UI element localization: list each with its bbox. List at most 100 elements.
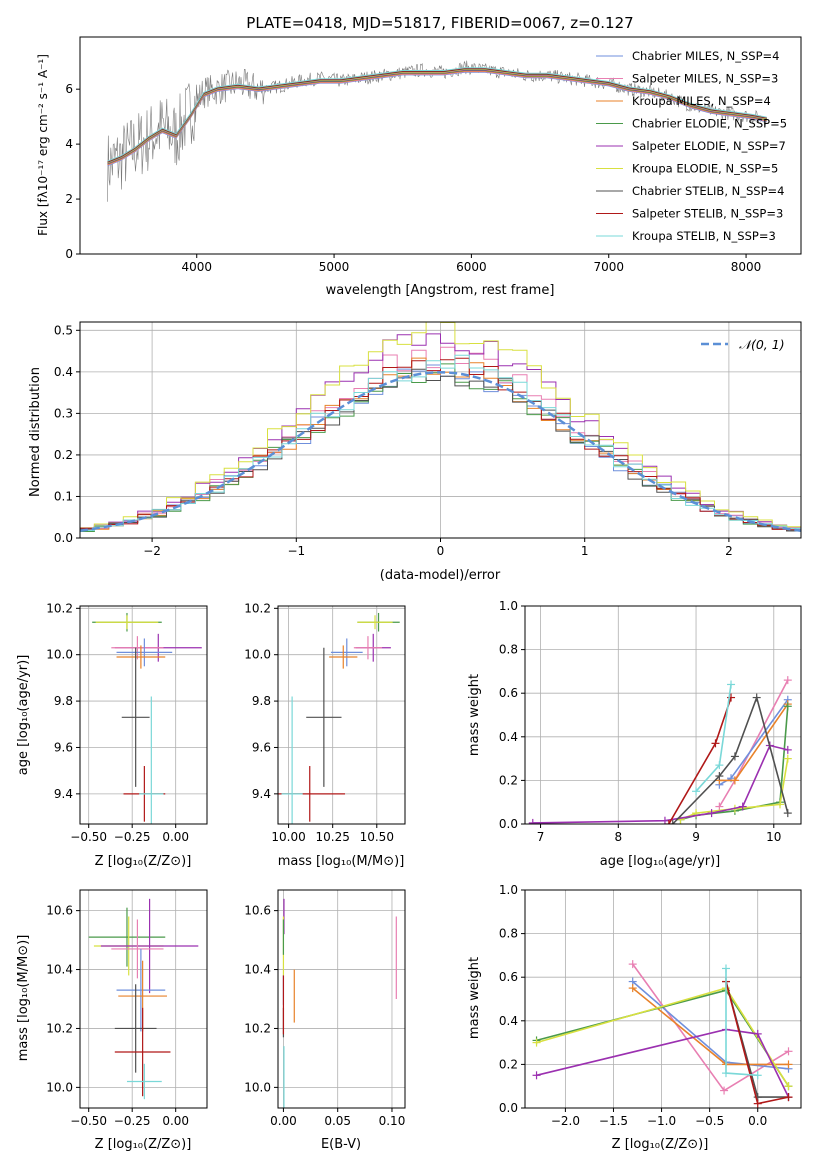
x-tick-label: 7 (537, 830, 545, 844)
y-tick-label: 0.2 (499, 773, 518, 787)
y-tick-label: 9.6 (252, 740, 271, 754)
plot-area (80, 322, 801, 538)
legend-label: Salpeter MILES, N_SSP=3 (632, 72, 778, 86)
mass-z-xlabel: Z [log₁₀(Z/Z⊙)] (95, 1137, 192, 1152)
legend-label: Chabrier ELODIE, N_SSP=5 (632, 117, 787, 131)
mass-z-ylabel: mass [log₁₀(M/M⊙)] (16, 935, 31, 1062)
y-tick-label: 10.4 (46, 963, 73, 977)
x-tick-label: −1 (287, 544, 305, 558)
y-tick-label: 10.0 (46, 648, 73, 662)
legend-label: Chabrier STELIB, N_SSP=4 (632, 184, 784, 198)
y-tick-label: 4 (65, 137, 73, 151)
x-tick-label: 10 (766, 830, 781, 844)
x-tick-label: 0.05 (324, 1114, 351, 1128)
y-tick-label: 9.8 (252, 694, 271, 708)
x-tick-label: 0.00 (162, 830, 189, 844)
x-tick-label: 1 (581, 544, 589, 558)
mass-vs-metallicity-panel: −0.50 −0.25 0.00 10.0 10.2 10.4 10.6 (46, 889, 208, 1128)
y-tick-label: 0.6 (499, 970, 518, 984)
mass-weight-line (632, 987, 789, 1066)
mw-age-xlabel: age [log₁₀(age/yr)] (600, 854, 721, 869)
mass-weight-line (725, 968, 758, 1077)
gaussian-reference-line (80, 371, 801, 532)
mass-ebv-xlabel: E(B-V) (321, 1137, 361, 1152)
axes-frame (277, 605, 406, 825)
mw-age-ylabel: mass weight (467, 674, 482, 756)
x-tick-label: 7000 (593, 260, 624, 274)
spectrum-panel: 4000 5000 6000 7000 8000 0 2 4 6 Chabrier MILES, … (65, 36, 802, 274)
y-tick-label: 0.8 (499, 643, 518, 657)
legend-label: Salpeter ELODIE, N_SSP=7 (632, 139, 786, 153)
plot-area (107, 60, 767, 202)
x-tick-label: 10.25 (316, 830, 350, 844)
x-tick-label: 9 (692, 830, 700, 844)
massweight-vs-metallicity-panel: −2.0 −1.5 −1.0 −0.5 0.0 0.0 0.2 0.4 0.6 0.8 1.0 (499, 883, 802, 1128)
spectrum-ylabel: Flux [fλ10⁻¹⁷ erg cm⁻² s⁻¹ A⁻¹] (36, 54, 50, 236)
mass-weight-line (719, 703, 789, 782)
y-tick-label: 0.0 (54, 531, 73, 545)
y-tick-label: 10.0 (244, 1080, 271, 1094)
axes-frame (277, 889, 406, 1109)
y-tick-label: 9.8 (54, 694, 73, 708)
plot-area (88, 898, 199, 1100)
age-z-xlabel: Z [log₁₀(Z/Z⊙)] (95, 854, 192, 869)
axes-frame (79, 605, 208, 825)
x-tick-label: 10.00 (271, 830, 305, 844)
x-tick-label: −0.25 (114, 830, 151, 844)
plot-area (528, 676, 792, 824)
y-tick-label: 0.4 (499, 1014, 518, 1028)
mw-z-ylabel: mass weight (467, 957, 482, 1039)
y-tick-label: 1.0 (499, 883, 518, 897)
plot-area (282, 898, 397, 1108)
x-tick-label: 2 (725, 544, 733, 558)
x-tick-label: −1.5 (599, 1114, 628, 1128)
y-tick-label: 10.4 (244, 963, 271, 977)
y-tick-label: 1.0 (499, 599, 518, 613)
legend-label: Salpeter STELIB, N_SSP=3 (632, 207, 783, 221)
y-tick-label: 0.2 (499, 1057, 518, 1071)
y-tick-label: 0.5 (54, 323, 73, 337)
axes-frame (524, 605, 802, 825)
y-tick-label: 6 (65, 82, 73, 96)
x-tick-label: −2 (143, 544, 161, 558)
axes-frame (79, 36, 802, 255)
mw-z-xlabel: Z [log₁₀(Z/Z⊙)] (612, 1137, 709, 1152)
x-tick-label: 8 (614, 830, 622, 844)
x-tick-label: 0.00 (162, 1114, 189, 1128)
mass-weight-line (668, 697, 732, 824)
y-tick-label: 0.3 (54, 406, 73, 420)
y-tick-label: 0.0 (499, 1101, 518, 1115)
y-tick-label: 2 (65, 192, 73, 206)
plot-area (532, 960, 793, 1108)
y-tick-label: 10.6 (46, 904, 73, 918)
x-tick-label: 6000 (456, 260, 487, 274)
x-tick-label: 4000 (181, 260, 212, 274)
histogram-step (80, 354, 801, 538)
x-tick-label: 0.0 (748, 1114, 767, 1128)
mass-weight-line (632, 963, 789, 1092)
x-tick-label: −2.0 (551, 1114, 580, 1128)
age-vs-mass-panel: 10.00 10.25 10.50 9.4 9.6 9.8 10.0 10.2 (244, 601, 406, 844)
mass-weight-line (695, 684, 732, 792)
y-tick-label: 0 (65, 247, 73, 261)
legend-label: Kroupa MILES, N_SSP=4 (632, 94, 771, 108)
x-tick-label: 10.50 (360, 830, 394, 844)
legend-label: Chabrier MILES, N_SSP=4 (632, 49, 779, 63)
model-spectrum-line (107, 67, 767, 162)
y-tick-label: 10.2 (46, 1021, 73, 1035)
y-tick-label: 10.2 (244, 601, 271, 615)
y-tick-label: 10.2 (46, 601, 73, 615)
x-tick-label: −1.0 (647, 1114, 676, 1128)
x-tick-label: 5000 (319, 260, 350, 274)
axes-frame (524, 889, 802, 1109)
x-tick-label: 0 (437, 544, 445, 558)
y-tick-label: 0.4 (499, 730, 518, 744)
legend-label: Kroupa STELIB, N_SSP=3 (632, 229, 776, 243)
mass-weight-line (725, 981, 789, 1105)
histogram-step (80, 322, 801, 538)
residual-xlabel: (data-model)/error (380, 568, 501, 583)
age-z-ylabel: age [log₁₀(age/yr)] (16, 655, 31, 776)
y-tick-label: 0.2 (54, 448, 73, 462)
legend-label: 𝒩(0, 1) (739, 337, 785, 352)
spectrum-xlabel: wavelength [Angstrom, rest frame] (326, 283, 555, 298)
